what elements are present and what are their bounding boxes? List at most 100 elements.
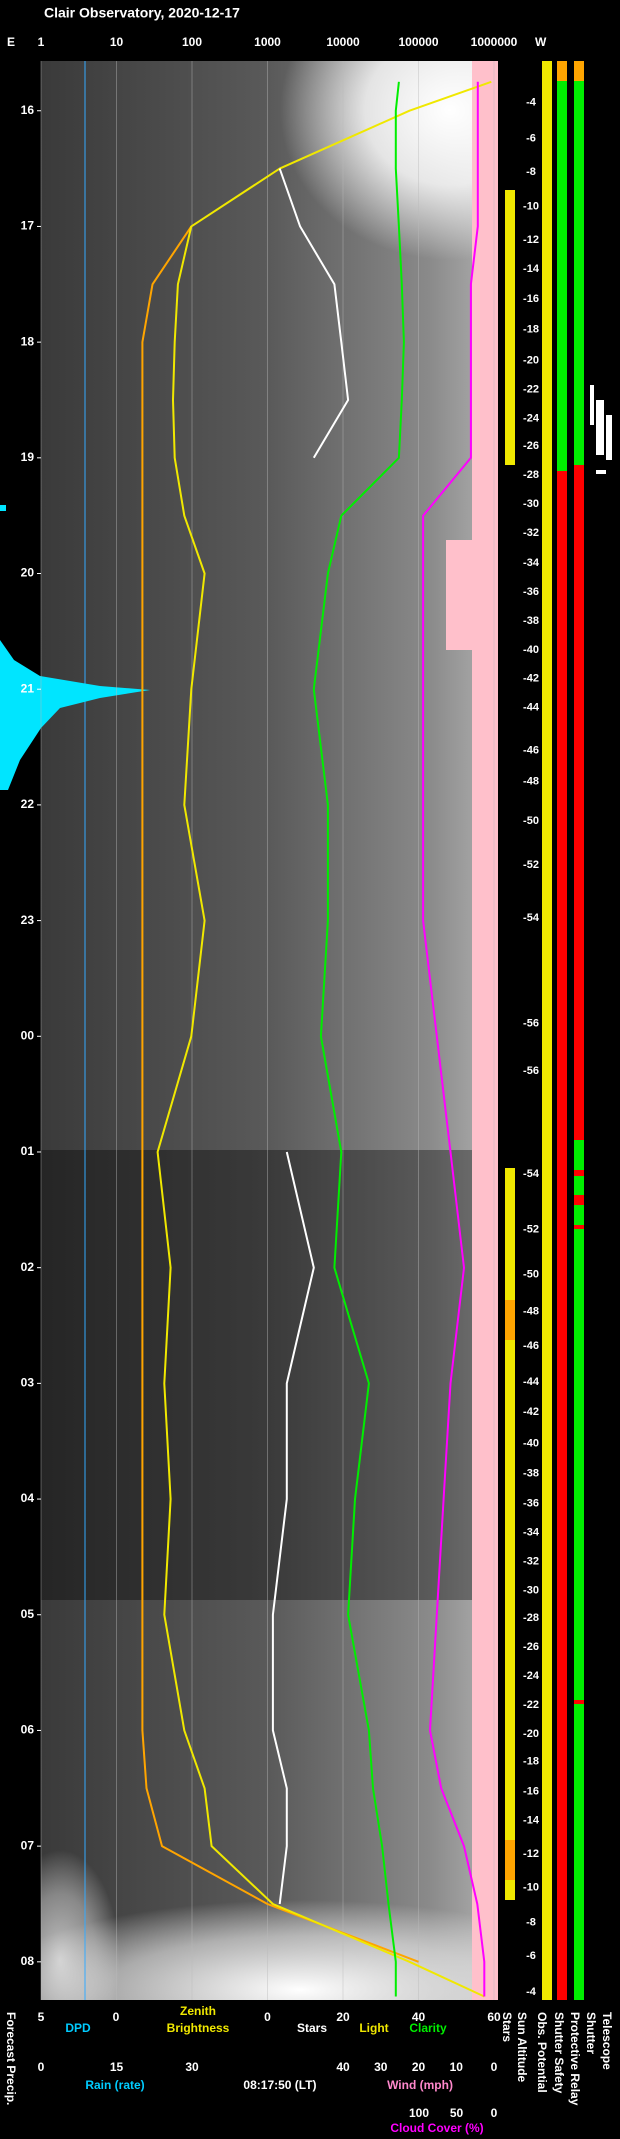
y-tick-label: 03 bbox=[21, 1376, 35, 1390]
forecast-precip bbox=[0, 640, 150, 790]
y-tick-label: 05 bbox=[21, 1607, 35, 1621]
sun-altitude-label: -12 bbox=[523, 234, 539, 246]
x-tick-label: 1 bbox=[38, 35, 45, 49]
light-label: Light bbox=[359, 2021, 388, 2035]
brightness-label: Brightness bbox=[167, 2021, 230, 2035]
y-tick-label: 23 bbox=[21, 913, 35, 927]
sun-altitude-label: -10 bbox=[523, 1882, 539, 1894]
sun-altitude-label: -28 bbox=[523, 1612, 539, 1624]
sun-altitude-label: -52 bbox=[523, 859, 539, 871]
sun-altitude-label: -44 bbox=[523, 1376, 540, 1388]
sun-altitude-label: -12 bbox=[523, 1848, 539, 1860]
scale-tick-label: 30 bbox=[185, 2060, 199, 2074]
scale-tick-label: 50 bbox=[450, 2106, 464, 2120]
sky-background bbox=[41, 61, 498, 2000]
rain-label: Rain (rate) bbox=[85, 2078, 144, 2092]
y-tick-label: 06 bbox=[21, 1723, 35, 1737]
sun-altitude-label: -46 bbox=[523, 744, 539, 756]
scale-tick-label: 100 bbox=[409, 2106, 429, 2120]
sun-altitude-label: -32 bbox=[523, 527, 539, 539]
sun-altitude-label: -18 bbox=[523, 323, 539, 335]
sun-altitude-label: -24 bbox=[523, 412, 540, 424]
sun-altitude-label: -34 bbox=[523, 557, 540, 569]
x-tick-label: 10000 bbox=[326, 35, 360, 49]
stars-label: Stars bbox=[297, 2021, 327, 2035]
sun-altitude-label: -22 bbox=[523, 383, 539, 395]
sun-altitude-label: -8 bbox=[526, 166, 536, 178]
series-line bbox=[141, 225, 419, 1963]
sun-altitude-label: -4 bbox=[526, 97, 537, 109]
sun-altitude-label: -28 bbox=[523, 469, 539, 481]
y-tick-label: 17 bbox=[21, 219, 35, 233]
x-tick-label: 100 bbox=[182, 35, 202, 49]
sun-altitude-label: -54 bbox=[523, 912, 540, 924]
y-tick-label: 18 bbox=[21, 334, 35, 348]
scale-tick-label: 40 bbox=[412, 2010, 426, 2024]
cloud-label: Cloud Cover (%) bbox=[390, 2121, 483, 2135]
sun-altitude-label: -30 bbox=[523, 498, 539, 510]
status-label: Shutter Safety bbox=[552, 2012, 566, 2094]
scale-tick-label: 0 bbox=[491, 2060, 498, 2074]
sun-altitude-label: -48 bbox=[523, 776, 539, 788]
series-line bbox=[271, 1151, 315, 1905]
sun-altitude-label: -14 bbox=[523, 1815, 540, 1827]
sun-altitude-label: -56 bbox=[523, 1065, 539, 1077]
sun-altitude-label: -46 bbox=[523, 1340, 539, 1352]
sun-altitude-label: -38 bbox=[523, 1468, 539, 1480]
y-tick-label: 04 bbox=[21, 1491, 35, 1505]
scale-tick-label: 60 bbox=[487, 2010, 501, 2024]
east-label: E bbox=[7, 35, 15, 49]
x-tick-label: 10 bbox=[110, 35, 124, 49]
sun-altitude-label: -26 bbox=[523, 1641, 539, 1653]
sun-altitude-label: -38 bbox=[523, 615, 539, 627]
sun-altitude-label: -54 bbox=[523, 1168, 540, 1180]
x-tick-label: 1000000 bbox=[471, 35, 518, 49]
time-label: 08:17:50 (LT) bbox=[243, 2078, 316, 2092]
status-label: Obs. Potential bbox=[535, 2012, 549, 2093]
sun-altitude-label: -50 bbox=[523, 1269, 539, 1281]
scale-tick-label: 20 bbox=[412, 2060, 426, 2074]
y-tick-label: 22 bbox=[21, 797, 35, 811]
status-label: Shutter bbox=[584, 2012, 598, 2054]
sun-altitude-label: -52 bbox=[523, 1223, 539, 1235]
series-line bbox=[156, 80, 492, 1998]
wind-label: Wind (mph) bbox=[387, 2078, 453, 2092]
scale-tick-label: 20 bbox=[336, 2010, 350, 2024]
dpd-label: DPD bbox=[65, 2021, 91, 2035]
sun-altitude-label: -32 bbox=[523, 1555, 539, 1567]
sun-altitude-label: -10 bbox=[523, 201, 539, 213]
y-tick-label: 19 bbox=[21, 450, 35, 464]
scale-tick-label: 0 bbox=[491, 2106, 498, 2120]
sun-altitude-label: -22 bbox=[523, 1699, 539, 1711]
zenith-label: Zenith bbox=[180, 2004, 216, 2018]
y-tick-label: 21 bbox=[21, 681, 35, 695]
y-tick-label: 08 bbox=[21, 1954, 35, 1968]
y-tick-label: 02 bbox=[21, 1260, 35, 1274]
sun-altitude-label: -8 bbox=[526, 1916, 536, 1928]
series-line bbox=[422, 81, 486, 1997]
y-tick-label: 16 bbox=[21, 103, 35, 117]
sun-altitude-label: -48 bbox=[523, 1306, 539, 1318]
y-tick-label: 07 bbox=[21, 1838, 35, 1852]
scale-tick-label: 0 bbox=[38, 2060, 45, 2074]
sun-altitude-label: -24 bbox=[523, 1670, 540, 1682]
sun-altitude-label: -56 bbox=[523, 1017, 539, 1029]
sun-altitude-label: -34 bbox=[523, 1527, 540, 1539]
scale-tick-label: 30 bbox=[374, 2060, 388, 2074]
status-label: Protective Relay bbox=[568, 2012, 582, 2106]
y-tick-label: 01 bbox=[21, 1144, 35, 1158]
sun-altitude-label: -6 bbox=[526, 1950, 536, 1962]
sun-altitude-label: -42 bbox=[523, 673, 539, 685]
sun-altitude-label: -36 bbox=[523, 586, 539, 598]
sun-altitude-label: -14 bbox=[523, 263, 540, 275]
status-columns bbox=[505, 61, 612, 2000]
series-line bbox=[278, 168, 350, 459]
west-label: W bbox=[535, 35, 547, 49]
series-line bbox=[312, 81, 405, 1997]
y-tick-label: 00 bbox=[21, 1028, 35, 1042]
sun-altitude-label: -20 bbox=[523, 1728, 539, 1740]
clarity-label: Clarity bbox=[409, 2021, 447, 2035]
sun-altitude-label: -40 bbox=[523, 644, 539, 656]
scale-tick-label: 15 bbox=[110, 2060, 124, 2074]
